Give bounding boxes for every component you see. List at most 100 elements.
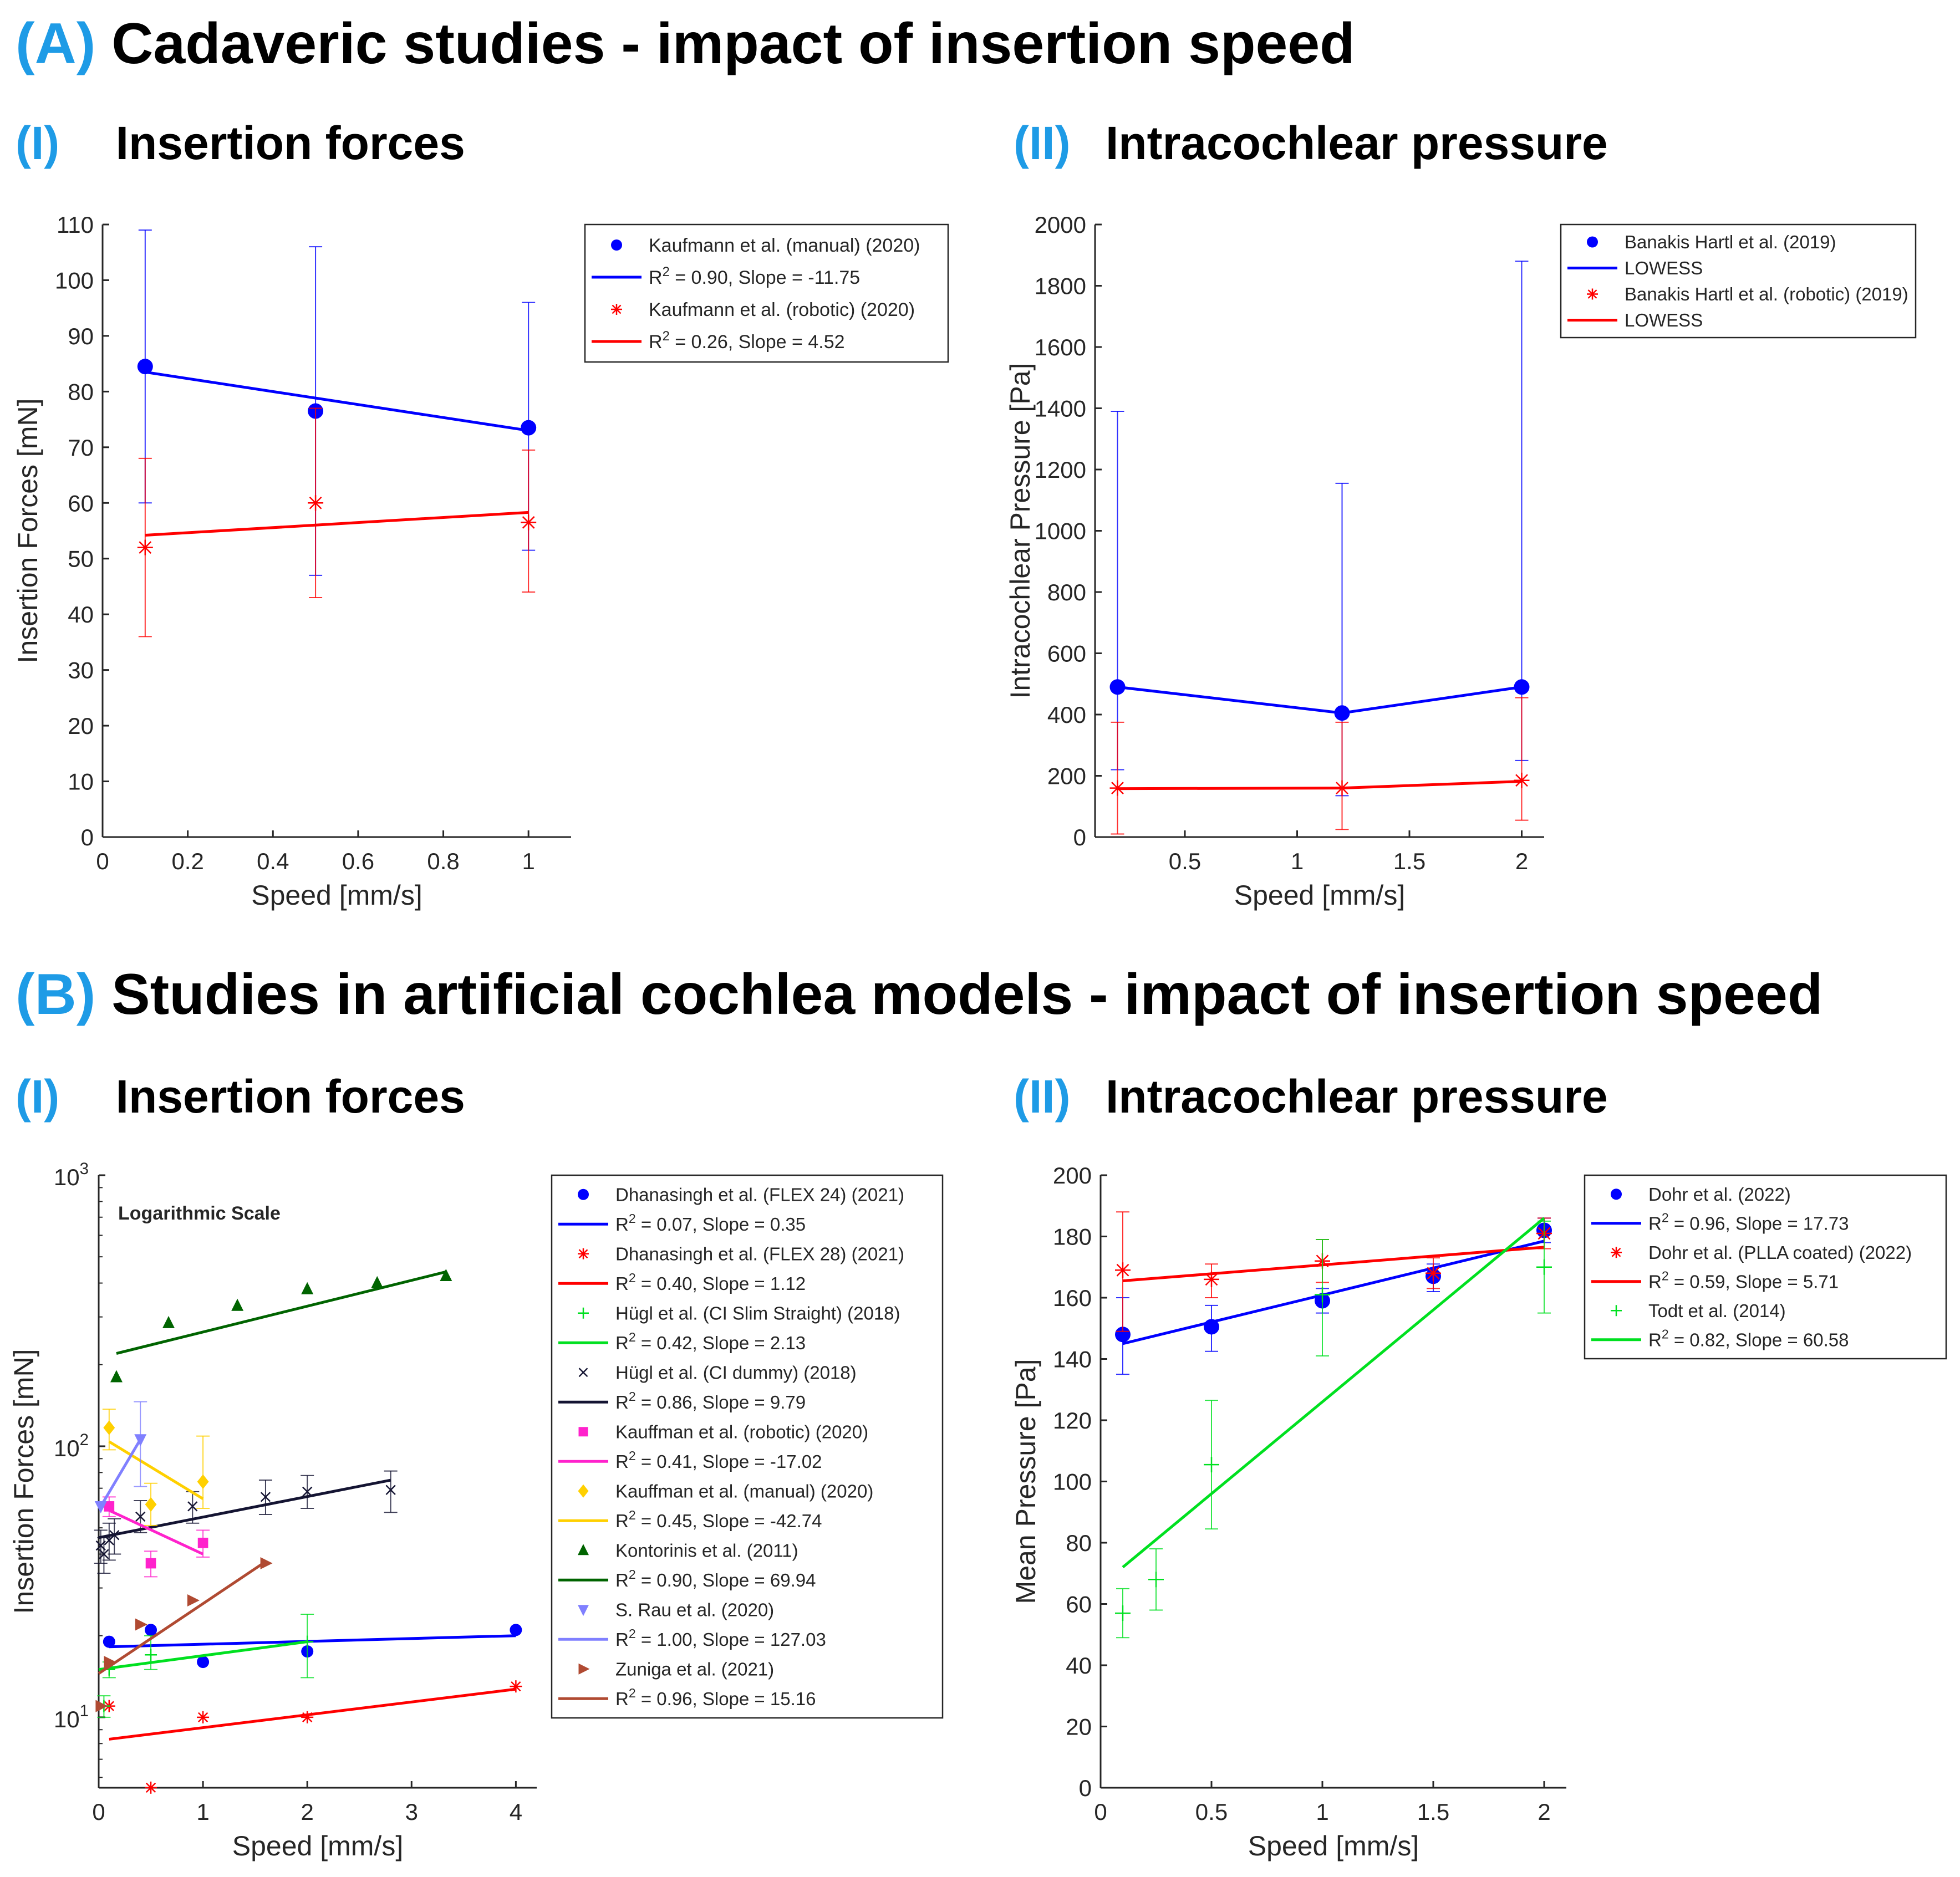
data-point <box>110 1370 123 1383</box>
x-tick-label: 0.5 <box>1169 848 1201 874</box>
data-point <box>145 1781 157 1794</box>
data-point <box>109 1530 120 1541</box>
data-point <box>308 495 324 511</box>
panel-b1-title: Insertion forces <box>115 1070 465 1123</box>
legend-series-label: Dohr et al. (PLLA coated) (2022) <box>1648 1242 1912 1263</box>
panel-a1-heading: (I) Insertion forces <box>16 116 465 170</box>
y-tick-label: 180 <box>1053 1224 1092 1250</box>
y-tick-label: 1200 <box>1035 457 1086 483</box>
x-tick-label: 1.5 <box>1417 1799 1449 1825</box>
legend-marker <box>1587 236 1598 248</box>
data-point <box>197 1474 209 1490</box>
fit-line <box>145 511 529 537</box>
data-point <box>135 1511 146 1522</box>
data-point <box>1109 679 1126 695</box>
data-point <box>1148 1572 1164 1588</box>
y-tick-label: 20 <box>1066 1714 1092 1740</box>
data-point <box>302 1486 313 1497</box>
legend-fit-label: R2 = 0.86, Slope = 9.79 <box>615 1389 806 1412</box>
legend-marker <box>578 1605 589 1616</box>
data-point <box>301 1282 314 1294</box>
fit-line <box>1122 1240 1545 1345</box>
legend-series-label: Banakis Hartl et al. (robotic) (2019) <box>1625 284 1908 304</box>
y-axis-label: Intracochlear Pressure [Pa] <box>1005 363 1036 699</box>
y-axis-label: Mean Pressure [Pa] <box>1010 1359 1041 1604</box>
fit-line <box>116 1270 446 1355</box>
legend-series-label: Kontorinis et al. (2011) <box>615 1540 798 1560</box>
y-tick-label: 40 <box>68 601 94 628</box>
y-tick-label: 1600 <box>1035 334 1086 360</box>
y-axis-label: Insertion Forces [mN] <box>12 399 43 664</box>
legend-fit-label: R2 = 0.96, Slope = 17.73 <box>1648 1210 1849 1233</box>
fit-line <box>98 1640 308 1671</box>
panel-b1-tag: (I) <box>16 1070 60 1123</box>
legend-series-label: S. Rau et al. (2020) <box>615 1599 774 1620</box>
legend-marker <box>578 1368 588 1378</box>
data-point <box>103 1420 115 1435</box>
y-tick-label: 1400 <box>1035 396 1086 422</box>
data-point <box>99 1549 109 1559</box>
section-b-tag: (B) <box>16 962 96 1027</box>
y-tick-label: 90 <box>68 323 94 349</box>
data-point <box>1115 1327 1131 1343</box>
x-tick-label: 0.6 <box>342 848 374 874</box>
y-tick-label: 20 <box>68 713 94 739</box>
data-point <box>1536 1259 1552 1275</box>
x-tick-label: 0 <box>1094 1799 1107 1825</box>
y-tick-label: 60 <box>1066 1592 1092 1618</box>
panel-a1-title: Insertion forces <box>115 117 465 169</box>
legend-marker <box>1587 288 1598 300</box>
legend-fit-label: R2 = 0.90, Slope = -11.75 <box>649 264 860 288</box>
section-b-heading: (B) Studies in artificial cochlea models… <box>16 962 1822 1028</box>
legend-marker <box>578 1248 589 1259</box>
panel-b2-tag: (II) <box>1014 1070 1071 1123</box>
panel-b1-heading: (I) Insertion forces <box>16 1070 465 1124</box>
data-point <box>521 420 537 436</box>
legend-marker <box>578 1427 588 1437</box>
data-point <box>1514 772 1530 788</box>
data-point <box>94 1501 107 1514</box>
data-point <box>137 359 153 375</box>
legend-marker <box>1611 1305 1622 1317</box>
y-tick-label: 160 <box>1053 1285 1092 1311</box>
data-point <box>371 1276 384 1288</box>
section-a-tag: (A) <box>16 12 96 76</box>
legend-marker <box>611 304 622 315</box>
y-tick-label: 600 <box>1047 641 1086 667</box>
legend-fit-label: R2 = 0.45, Slope = -42.74 <box>615 1508 822 1531</box>
legend-series-label: Dhanasingh et al. (FLEX 24) (2021) <box>615 1184 904 1205</box>
x-tick-label: 0.2 <box>171 848 203 874</box>
fit-line <box>145 370 529 432</box>
y-tick-label: 200 <box>1047 763 1086 789</box>
x-tick-label: 1.5 <box>1393 848 1426 874</box>
data-point <box>134 1434 147 1447</box>
legend-box <box>551 1174 944 1719</box>
x-tick-label: 0.8 <box>427 848 459 874</box>
x-axis-label: Speed [mm/s] <box>1234 880 1405 911</box>
y-tick-label: 400 <box>1047 702 1086 728</box>
y-tick-label: 101 <box>54 1702 89 1732</box>
legend-marker <box>578 1189 589 1200</box>
data-point <box>104 1501 115 1512</box>
data-point <box>187 1501 198 1512</box>
legend-box <box>1584 1174 1947 1360</box>
y-tick-label: 70 <box>68 435 94 461</box>
legend-series-label: Dohr et al. (2022) <box>1648 1184 1791 1205</box>
data-point <box>1204 1319 1219 1335</box>
legend-series-label: Hügl et al. (CI Slim Straight) (2018) <box>615 1303 900 1323</box>
y-tick-label: 60 <box>68 490 94 516</box>
x-tick-label: 0 <box>92 1799 105 1825</box>
chart-annotation: Logarithmic Scale <box>118 1203 281 1224</box>
y-tick-label: 110 <box>57 212 94 238</box>
fit-line <box>99 1439 142 1507</box>
legend-series-label: Todt et al. (2014) <box>1648 1300 1786 1321</box>
x-tick-label: 1 <box>196 1799 209 1825</box>
y-tick-label: 102 <box>54 1431 89 1461</box>
panel-a1-tag: (I) <box>16 117 60 169</box>
y-tick-label: 2000 <box>1035 212 1086 238</box>
section-a-heading: (A) Cadaveric studies - impact of insert… <box>16 11 1355 77</box>
data-point <box>440 1269 452 1282</box>
